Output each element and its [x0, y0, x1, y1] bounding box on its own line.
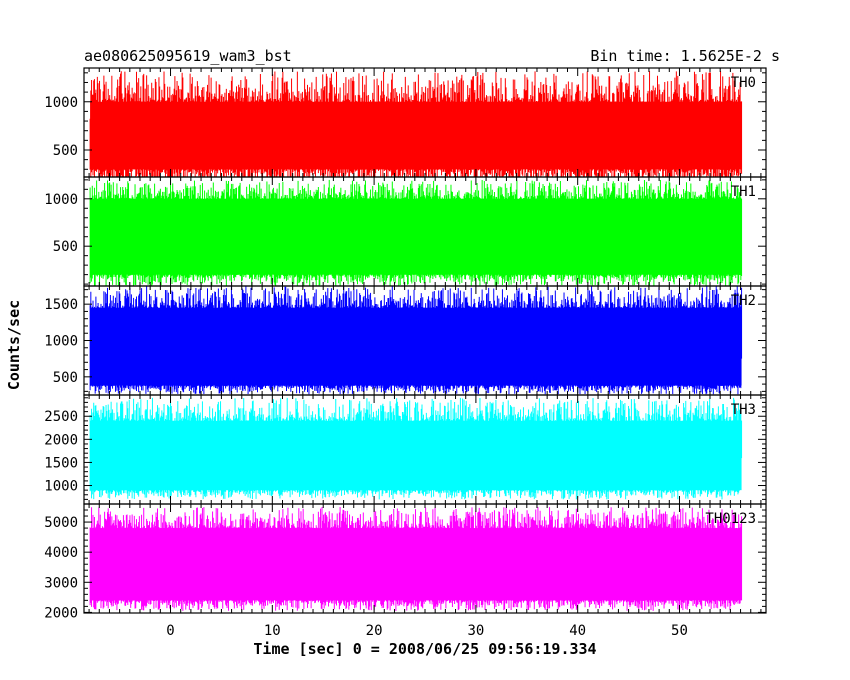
panel-label-th0: TH0	[731, 75, 756, 91]
x-tick-label: 30	[467, 623, 484, 639]
x-tick-label: 20	[366, 623, 383, 639]
series-trace-th1	[89, 179, 743, 286]
x-tick-label: 50	[671, 623, 688, 639]
chart-subtitle: Bin time: 1.5625E-2 s	[590, 47, 780, 65]
panel-label-th0123: TH0123	[705, 511, 756, 527]
panel-th0123: 2000 3000 4000 5000 TH0123	[44, 503, 767, 621]
y-tick-label: 3000	[44, 575, 78, 591]
series-trace-th2	[89, 286, 743, 395]
x-tick-label: 0	[166, 623, 174, 639]
y-tick-label: 2500	[44, 409, 78, 425]
x-axis-title: Time [sec] 0 = 2008/06/25 09:56:19.334	[253, 640, 596, 658]
y-tick-label: 1000	[44, 192, 78, 208]
x-tick-label: 10	[264, 623, 281, 639]
x-axis: 0 10 20 30 40 50	[166, 623, 688, 639]
y-tick-label: 500	[53, 239, 78, 255]
panel-label-th1: TH1	[731, 184, 756, 200]
panel-th3: 1000 1500 2000 2500 TH3	[44, 394, 767, 505]
y-tick-label: 2000	[44, 605, 78, 621]
panel-th2: 500 1000 1500 TH2	[44, 285, 767, 396]
y-tick-label: 2000	[44, 432, 78, 448]
y-axis-title: Counts/sec	[5, 300, 23, 390]
y-tick-label: 1000	[44, 95, 78, 111]
panel-th1: 500 1000 TH1	[44, 176, 767, 287]
panel-label-th3: TH3	[731, 402, 756, 418]
y-tick-label: 1500	[44, 455, 78, 471]
y-tick-label: 5000	[44, 515, 78, 531]
chart-title: ae080625095619_wam3_bst	[84, 47, 292, 65]
y-tick-label: 1500	[44, 297, 78, 313]
series-trace-th0123	[89, 507, 743, 611]
y-tick-label: 500	[53, 143, 78, 159]
panel-th0: 500 1000 TH0	[44, 67, 767, 178]
panels-group: 500 1000 TH0 500 1000 TH1 500 1000 1500 TH2 1000 15…	[44, 67, 767, 621]
y-tick-label: 500	[53, 370, 78, 386]
series-trace-th0	[89, 71, 743, 177]
series-trace-th3	[89, 397, 743, 500]
y-tick-label: 1000	[44, 479, 78, 495]
x-tick-label: 40	[569, 623, 586, 639]
y-tick-label: 1000	[44, 334, 78, 350]
y-tick-label: 4000	[44, 545, 78, 561]
panel-label-th2: TH2	[731, 293, 756, 309]
